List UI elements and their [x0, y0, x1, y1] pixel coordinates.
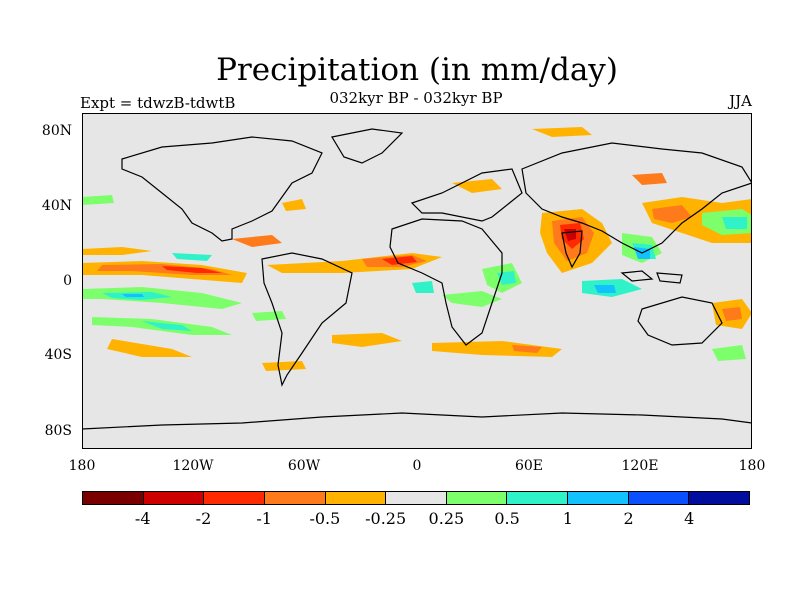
chart-subtitle: 032kyr BP - 032kyr BP: [329, 89, 503, 107]
colorbar-swatch: [568, 492, 629, 504]
colorbar-label: -0.25: [365, 509, 407, 528]
xtick-label: 180: [738, 458, 766, 474]
xtick-label: 180: [68, 458, 96, 474]
colorbar-swatch: [83, 492, 144, 504]
colorbar-swatch: [446, 492, 508, 504]
colorbar-swatch: [386, 492, 447, 504]
colorbar-label: 2: [623, 509, 634, 528]
colorbar-label: 4: [684, 509, 695, 528]
xtick-label: 60E: [514, 458, 544, 474]
map-frame: [82, 113, 752, 449]
colorbar-label: -0.5: [309, 509, 341, 528]
colorbar-label: 1: [562, 509, 573, 528]
colorbar-swatch: [143, 492, 205, 504]
map-panel: [82, 113, 752, 449]
coastlines: [82, 128, 752, 430]
colorbar-label: 0.5: [494, 509, 520, 528]
xtick-label: 60W: [287, 458, 321, 474]
colorbar-swatch: [325, 492, 387, 504]
colorbar-label: 0.25: [428, 509, 465, 528]
chart-title: Precipitation (in mm/day): [216, 52, 618, 88]
xtick-label: 120E: [621, 458, 659, 474]
colorbar-swatch: [689, 492, 750, 504]
colorbar-swatch: [628, 492, 690, 504]
colorbar-swatch: [264, 492, 326, 504]
ytick-label: 80S: [44, 423, 72, 439]
colorbar-label: -2: [195, 509, 212, 528]
ytick-label: 40N: [41, 198, 72, 214]
xtick-label: 0: [412, 458, 422, 474]
ytick-label: 40S: [44, 347, 72, 363]
experiment-label: Expt = tdwzB-tdwtB: [80, 94, 236, 112]
ytick-label: 0: [63, 273, 72, 289]
ytick-label: 80N: [41, 123, 72, 139]
season-label: JJA: [729, 92, 752, 110]
colorbar-label: -1: [256, 509, 272, 528]
anomaly-patches: [82, 127, 752, 371]
colorbar: [82, 491, 750, 505]
xtick-label: 120W: [172, 458, 214, 474]
map-background: [82, 113, 752, 449]
colorbar-swatch: [204, 492, 265, 504]
colorbar-label: -4: [134, 509, 151, 528]
colorbar-swatch: [507, 492, 569, 504]
precipitation-map: [82, 113, 752, 449]
